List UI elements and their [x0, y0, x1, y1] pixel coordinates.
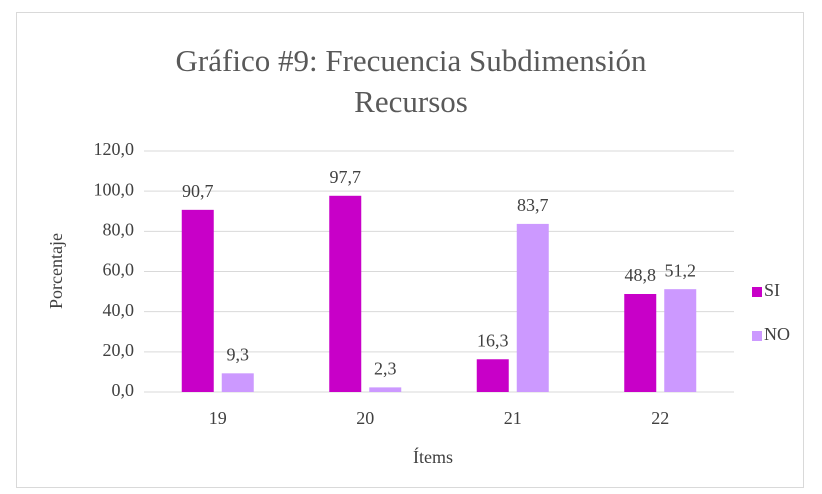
chart-frame	[16, 12, 804, 488]
x-tick-label: 22	[651, 408, 669, 428]
legend-label: NO	[764, 324, 790, 344]
bar	[664, 289, 697, 392]
bar	[476, 359, 509, 392]
legend-swatch	[752, 331, 762, 341]
data-label: 83,7	[517, 195, 549, 215]
bar	[329, 195, 362, 392]
x-tick-label: 21	[504, 408, 522, 428]
y-tick-label: 60,0	[103, 260, 135, 280]
y-axis-label: Porcentaje	[46, 233, 66, 309]
data-label: 51,2	[665, 260, 697, 280]
y-tick-label: 40,0	[103, 300, 135, 320]
data-label: 9,3	[227, 344, 250, 364]
bar	[624, 293, 657, 392]
chart-title: Gráfico #9: Frecuencia Subdimensión Recu…	[175, 43, 647, 119]
y-tick-label: 80,0	[103, 219, 135, 239]
data-label: 97,7	[330, 167, 362, 187]
y-tick-label: 120,0	[94, 139, 135, 159]
data-label: 2,3	[374, 359, 397, 379]
bar	[181, 209, 214, 392]
bar	[221, 373, 254, 392]
y-tick-label: 20,0	[103, 340, 135, 360]
y-tick-label: 100,0	[94, 179, 135, 199]
bar	[369, 387, 402, 392]
x-tick-label: 19	[209, 408, 227, 428]
data-label: 16,3	[477, 330, 509, 350]
legend-label: SI	[764, 280, 780, 300]
y-tick-label: 0,0	[112, 380, 135, 400]
x-axis-label: Ítems	[413, 446, 453, 467]
bar	[516, 223, 549, 392]
x-tick-label: 20	[356, 408, 374, 428]
data-label: 90,7	[182, 181, 214, 201]
data-label: 48,8	[625, 265, 657, 285]
legend-swatch	[752, 287, 762, 297]
